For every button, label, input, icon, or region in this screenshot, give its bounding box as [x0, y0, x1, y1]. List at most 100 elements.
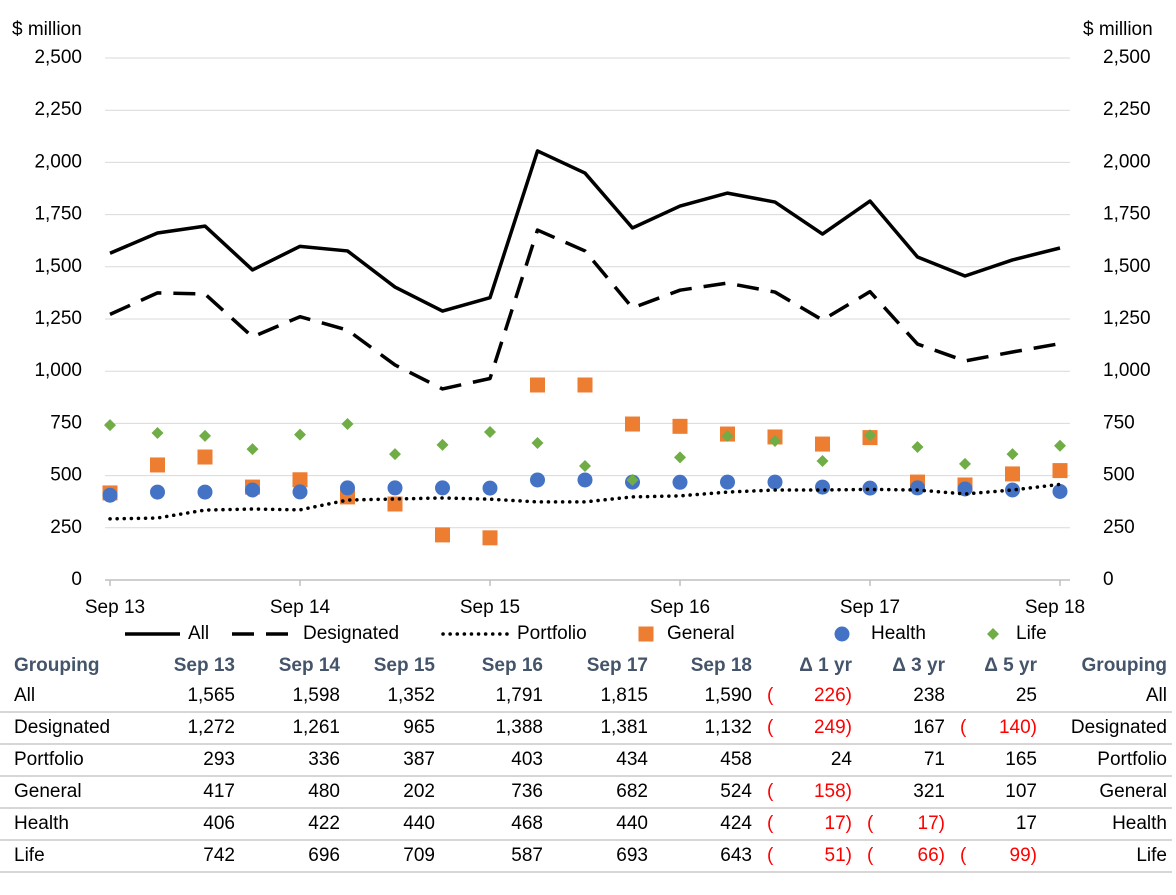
y2-tick-label: 500 — [1103, 465, 1135, 486]
legend-marker — [987, 628, 999, 640]
line-series — [108, 482, 1062, 521]
legend-item: General — [638, 623, 735, 644]
table-cell: 1,590 — [653, 681, 757, 713]
y2-tick-label: 1,250 — [1103, 308, 1151, 329]
header-cell: Grouping — [1081, 655, 1167, 676]
header-cell: Δ 3 yr — [892, 655, 945, 676]
table-cell: 742 — [140, 840, 240, 873]
table-cell: Life — [1042, 840, 1172, 873]
y-tick-label: 1,250 — [34, 308, 82, 329]
y-tick-label: 1,500 — [34, 256, 82, 277]
table-row: Portfolio 293 336 387 403 434 458 24 71 165 Portfo… — [0, 744, 1172, 777]
table-cell: 1,565 — [140, 681, 240, 713]
table-cell: 1,132 — [653, 712, 757, 745]
table-cell: All — [1042, 681, 1172, 713]
marker — [435, 480, 450, 496]
marker — [294, 428, 306, 441]
marker — [625, 416, 640, 432]
x-tick-label: Sep 15 — [460, 597, 520, 618]
table-cell: 1,388 — [440, 712, 548, 745]
y-axis-label: $ million — [12, 19, 82, 40]
table-cell: 165 — [950, 744, 1042, 777]
marker — [341, 418, 354, 431]
marker — [957, 481, 973, 497]
header-cell: Grouping — [14, 655, 100, 676]
table-cell: 406 — [140, 808, 240, 841]
line-series — [109, 149, 1061, 313]
marker — [102, 487, 118, 503]
y-tick-label: 2,500 — [34, 47, 82, 68]
x-tick-label: Sep 14 — [270, 597, 331, 618]
marker — [435, 527, 450, 543]
table-row: Designated 1,272 1,261 965 1,388 1,381 1,132( … — [0, 712, 1172, 745]
marker — [530, 472, 545, 488]
marker — [815, 436, 830, 452]
marker — [672, 474, 688, 490]
table-cell: ( 17) — [857, 808, 950, 841]
marker — [721, 429, 734, 442]
y2-tick-label: 2,000 — [1103, 151, 1151, 172]
chart: $ million $ million 0 250 500 750 1,000 1,250… — [12, 19, 1153, 644]
table-cell: 17 — [950, 808, 1042, 841]
marker — [484, 425, 496, 438]
table-cell: 422 — [240, 808, 345, 841]
table-cell: ( 249) — [757, 712, 857, 745]
marker — [577, 377, 593, 393]
y2-tick-label: 2,500 — [1103, 47, 1151, 68]
table-cell: Health — [1042, 808, 1172, 841]
marker — [104, 419, 116, 432]
table-cell: 696 — [240, 840, 345, 873]
table-cell: Health — [0, 808, 140, 841]
table-cell: 293 — [140, 744, 240, 777]
x-tick-label: Sep 13 — [85, 597, 145, 618]
marker — [482, 530, 498, 546]
table-cell: 1,261 — [240, 712, 345, 745]
table-cell: General — [1042, 776, 1172, 809]
marker — [389, 448, 401, 461]
header-cell: Sep 13 — [173, 655, 235, 676]
header-cell: Sep 16 — [481, 655, 543, 676]
table-cell: 524 — [653, 776, 757, 809]
marker — [674, 451, 686, 464]
marker — [150, 457, 165, 473]
table-cell: 440 — [548, 808, 653, 841]
marker — [436, 438, 449, 451]
table-cell: ( 140) — [950, 712, 1042, 745]
legend-marker — [638, 626, 654, 642]
y2-tick-label: 0 — [1103, 569, 1114, 590]
table-cell: 387 — [345, 744, 440, 777]
table-cell: 1,598 — [240, 681, 345, 713]
marker — [767, 474, 783, 490]
legend-label: General — [667, 623, 735, 644]
marker — [1052, 483, 1068, 499]
marker — [959, 457, 971, 470]
marker — [1005, 482, 1020, 498]
legend-marker — [834, 626, 850, 642]
scatter-series — [102, 472, 1068, 503]
table-cell: 1,352 — [345, 681, 440, 713]
marker — [864, 429, 876, 442]
legend-item: All — [125, 623, 209, 644]
table-cell: All — [0, 681, 140, 713]
table-cell: 167 — [857, 712, 950, 745]
y2-tick-label: 1,000 — [1103, 360, 1151, 381]
table-cell: ( 99) — [950, 840, 1042, 873]
table-cell: Life — [0, 840, 140, 873]
table-cell: Designated — [0, 712, 140, 745]
table-row: Health 406 422 440 468 440 424( 17)( 17) 17 Heal… — [0, 808, 1172, 841]
table-cell: ( 17) — [757, 808, 857, 841]
table-cell: ( 66) — [857, 840, 950, 873]
marker — [862, 480, 878, 496]
table-cell: 424 — [653, 808, 757, 841]
x-tick-label: Sep 18 — [1025, 597, 1085, 618]
table-cell: 458 — [653, 744, 757, 777]
y2-tick-label: 1,500 — [1103, 256, 1151, 277]
table-cell: 682 — [548, 776, 653, 809]
y-tick-label: 1,000 — [34, 360, 82, 381]
table-cell: 1,791 — [440, 681, 548, 713]
table-cell: 434 — [548, 744, 653, 777]
y2-tick-label: 1,750 — [1103, 204, 1151, 225]
marker — [720, 474, 735, 490]
legend-label: All — [188, 623, 209, 644]
